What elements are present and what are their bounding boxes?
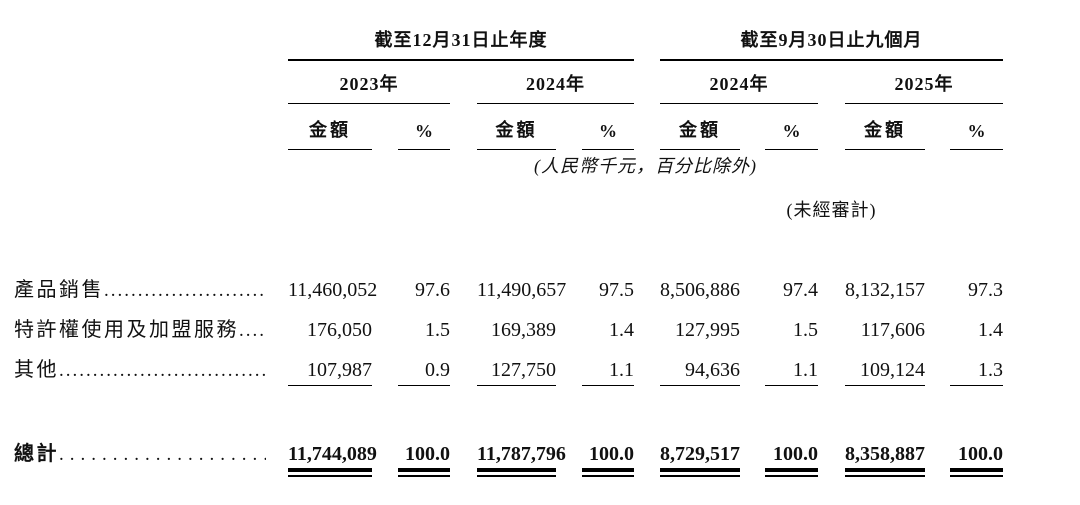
percent-header: % — [582, 106, 634, 150]
currency-note-row: (人民幣千元，百分比除外) — [14, 152, 1003, 180]
amount-cell: 109,124 — [845, 356, 925, 386]
unaudited-note-row: (未經審計) — [14, 196, 1003, 224]
amount-header: 金額 — [477, 106, 556, 150]
percent-cell: 1.1 — [765, 356, 818, 386]
percent-cell: 1.4 — [609, 319, 634, 341]
table-row-product-sales: 產品銷售 ...................................… — [14, 276, 1003, 305]
total-percent-cell: 100.0 — [765, 440, 818, 477]
amount-cell: 94,636 — [660, 356, 740, 386]
dot-leader: ........................................… — [239, 320, 266, 341]
amount-cell: 127,750 — [477, 356, 556, 386]
amount-header: 金額 — [660, 106, 740, 150]
dot-leader: ........................................… — [59, 444, 266, 465]
percent-cell: 97.3 — [968, 279, 1003, 301]
total-amount-cell: 8,358,887 — [845, 440, 925, 477]
amount-cell: 11,490,657 — [477, 279, 567, 301]
total-amount-cell: 11,744,089 — [288, 440, 377, 477]
total-percent-cell: 100.0 — [398, 440, 450, 477]
percent-cell: 97.4 — [783, 279, 818, 301]
percent-cell: 97.6 — [415, 279, 450, 301]
total-label: 總計 — [14, 443, 59, 465]
amount-cell: 8,132,157 — [845, 279, 925, 301]
row-label-cell: 總計 .....................................… — [14, 440, 288, 472]
row-label-cell: 特許權使用及加盟服務 .............................… — [14, 316, 288, 345]
unaudited-note: (未經審計) — [786, 200, 877, 220]
amount-cell: 11,460,052 — [288, 279, 378, 301]
percent-cell: 1.5 — [793, 319, 818, 341]
percent-cell: 97.5 — [599, 279, 634, 301]
table-row-franchise-services: 特許權使用及加盟服務 .............................… — [14, 316, 1003, 345]
amount-header: 金額 — [845, 106, 925, 150]
percent-cell: 1.1 — [582, 356, 634, 386]
table-row-others: 其他 .....................................… — [14, 356, 1003, 386]
amount-cell: 117,606 — [860, 319, 925, 341]
amount-cell: 107,987 — [288, 356, 372, 386]
percent-header: % — [765, 106, 818, 150]
total-amount-cell: 11,787,796 — [477, 440, 566, 477]
row-label-cell: 其他 .....................................… — [14, 356, 288, 386]
year-label-2023: 2023年 — [288, 62, 450, 104]
column-header-row: 金額 % 金額 % 金額 % 金額 % — [14, 106, 1003, 150]
percent-header: % — [950, 106, 1003, 150]
percent-cell: 1.3 — [950, 356, 1003, 386]
amount-cell: 8,506,886 — [660, 279, 740, 301]
year-header-row: 2023年 2024年 2024年 2025年 — [14, 62, 1003, 104]
period-group-title-nine-months: 截至9月30日止九個月 — [660, 12, 1003, 61]
table-row-total: 總計 .....................................… — [14, 440, 1003, 477]
amount-cell: 127,995 — [675, 319, 740, 341]
row-label: 特許權使用及加盟服務 — [14, 319, 239, 341]
year-label-2025: 2025年 — [845, 62, 1003, 104]
amount-cell: 176,050 — [307, 319, 372, 341]
period-group-title-annual: 截至12月31日止年度 — [288, 12, 634, 61]
period-group-header-row: 截至12月31日止年度 截至9月30日止九個月 — [14, 12, 1003, 61]
total-percent-cell: 100.0 — [582, 440, 634, 477]
amount-cell: 169,389 — [491, 319, 556, 341]
year-label-2024-nine-months: 2024年 — [660, 62, 818, 104]
percent-cell: 1.5 — [425, 319, 450, 341]
amount-header: 金額 — [288, 106, 372, 150]
dot-leader: ........................................… — [59, 360, 266, 381]
dot-leader: ........................................… — [104, 280, 266, 301]
total-amount-cell: 8,729,517 — [660, 440, 740, 477]
row-label: 產品銷售 — [14, 279, 104, 301]
currency-note: (人民幣千元，百分比除外) — [534, 156, 757, 176]
year-label-2024: 2024年 — [477, 62, 634, 104]
percent-header: % — [398, 106, 450, 150]
total-percent-cell: 100.0 — [950, 440, 1003, 477]
row-label-cell: 產品銷售 ...................................… — [14, 276, 288, 305]
percent-cell: 0.9 — [398, 356, 450, 386]
row-label: 其他 — [14, 359, 59, 381]
percent-cell: 1.4 — [978, 319, 1003, 341]
